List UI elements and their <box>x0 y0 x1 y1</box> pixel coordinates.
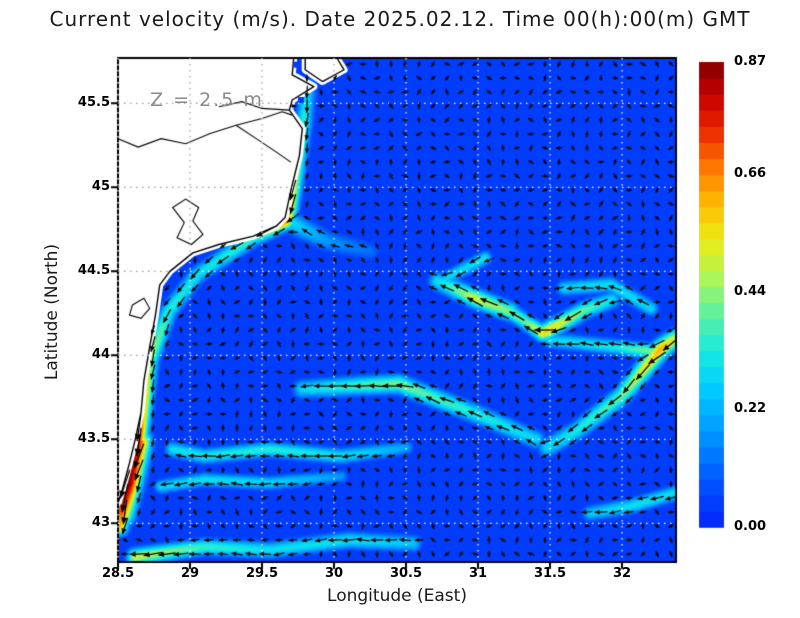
x-tick-label: 30.5 <box>389 566 423 581</box>
y-tick-label: 44 <box>91 347 110 363</box>
depth-annotation: Z = 2.5 m <box>150 89 264 111</box>
x-tick-label: 28.5 <box>101 566 135 581</box>
x-tick-label: 31 <box>468 566 488 581</box>
x-tick-label: 29 <box>180 566 200 581</box>
x-tick-label: 29.5 <box>245 566 279 581</box>
colorbar-tick-label: 0.66 <box>734 166 767 182</box>
y-tick-label: 45.5 <box>77 95 110 111</box>
x-tick-label: 30 <box>324 566 344 581</box>
y-axis-label: Latitude (North) <box>42 243 62 381</box>
x-tick-label: 31.5 <box>533 566 567 581</box>
colorbar-tick-label: 0.87 <box>734 54 767 69</box>
colorbar-tick-label: 0.22 <box>734 401 767 417</box>
y-tick-label: 43 <box>91 515 110 531</box>
y-tick-label: 45 <box>91 179 110 195</box>
colorbar-tick-label: 0.00 <box>734 519 767 534</box>
figure-title: Current velocity (m/s). Date 2025.02.12.… <box>49 7 751 31</box>
y-tick-label: 43.5 <box>77 431 110 447</box>
y-tick-label: 44.5 <box>77 263 110 279</box>
colorbar-tick-label: 0.44 <box>734 283 767 299</box>
x-tick-label: 32 <box>612 566 632 581</box>
x-axis-label: Longitude (East) <box>327 586 467 606</box>
